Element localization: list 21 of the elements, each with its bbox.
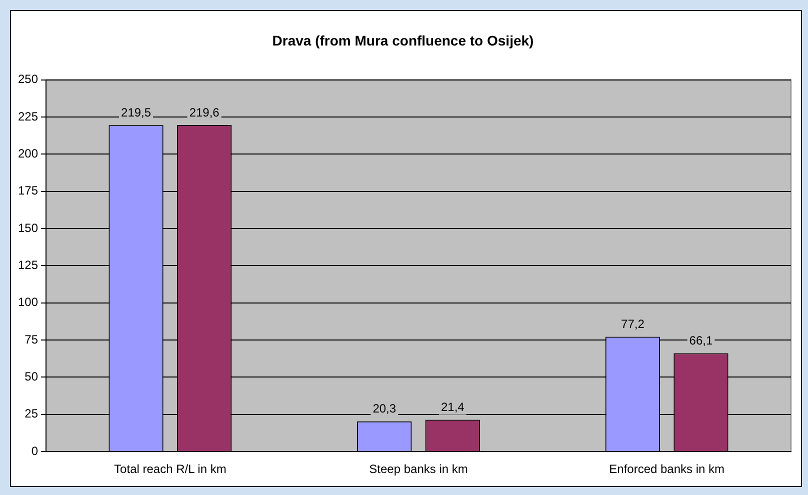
data-label: 66,1 <box>689 334 713 348</box>
data-label: 21,4 <box>440 400 465 414</box>
x-tick-label: Enforced banks in km <box>609 462 725 476</box>
y-tick-label: 250 <box>18 72 38 86</box>
y-tick-label: 125 <box>18 258 38 272</box>
data-label: 219,6 <box>189 105 220 120</box>
data-label: 219,5 <box>121 105 152 120</box>
data-label: 20,3 <box>372 402 396 416</box>
y-tick-label: 225 <box>18 109 38 124</box>
y-tick-label: 200 <box>18 146 38 160</box>
y-tick-label: 25 <box>24 406 38 421</box>
x-tick-label: Total reach R/L in km <box>114 462 226 476</box>
y-tick-label: 0 <box>31 444 38 458</box>
y-tick-label: 175 <box>18 184 38 198</box>
data-label: 77,2 <box>621 317 645 332</box>
x-tick-label: Steep banks in km <box>369 462 468 476</box>
y-tick-label: 150 <box>18 220 38 235</box>
y-tick-label: 75 <box>24 332 38 346</box>
y-tick-label: 50 <box>24 370 38 384</box>
y-tick-label: 100 <box>18 295 38 310</box>
chart-title: Drava (from Mura confluence to Osijek) <box>272 32 534 48</box>
